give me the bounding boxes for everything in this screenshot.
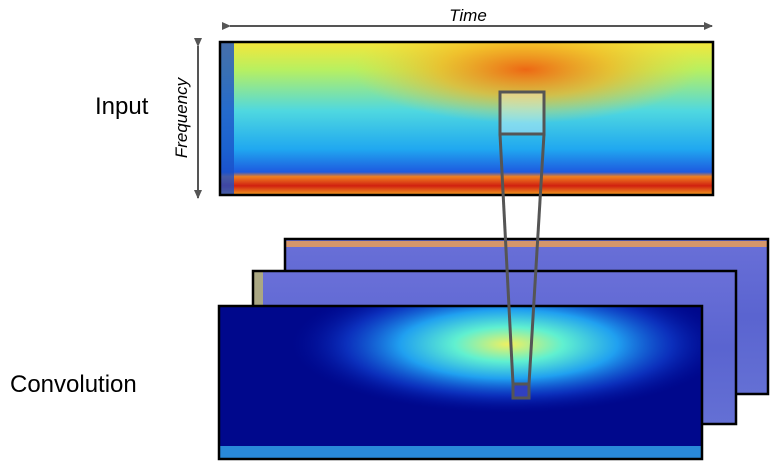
projection-line-left — [498, 133, 515, 385]
projection-line-right — [527, 133, 546, 385]
frequency-axis-label: Frequency — [172, 76, 191, 158]
feature-map-1 — [217, 304, 704, 461]
input-label: Input — [95, 93, 149, 120]
convolution-label: Convolution — [10, 371, 137, 398]
output-unit-box — [511, 382, 531, 400]
time-axis-label: Time — [449, 6, 487, 25]
receptive-field-box — [498, 90, 546, 136]
input-spectrogram — [218, 40, 715, 197]
